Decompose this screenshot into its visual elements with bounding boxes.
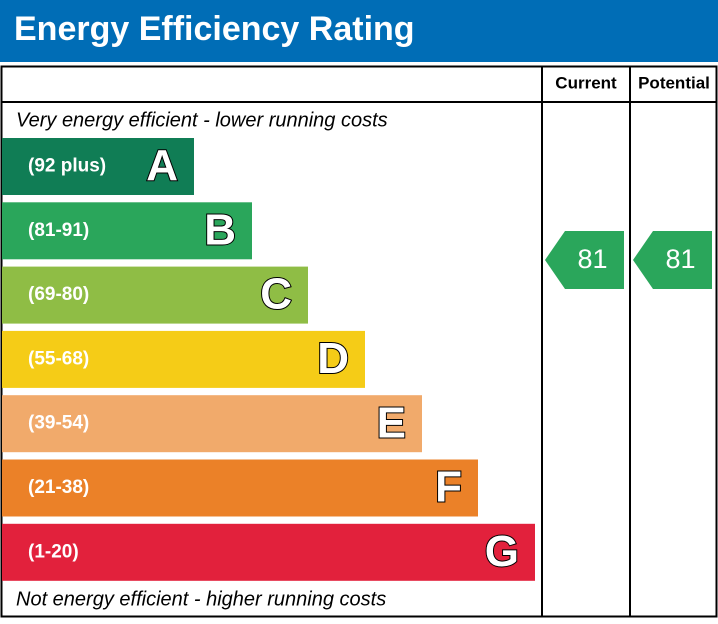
band [2,202,252,260]
band-range: (69-80) [28,284,89,305]
band [2,330,365,388]
rating-value: 81 [665,244,695,274]
rating-value: 81 [577,244,607,274]
band [2,523,535,581]
title: Energy Efficiency Rating [14,10,415,48]
band [2,266,308,324]
band-letter: G [485,527,519,576]
band-range: (92 plus) [28,156,106,177]
band-letter: B [204,205,236,254]
band-letter: D [317,334,349,383]
band [2,459,478,517]
band [2,138,194,195]
rating-arrow [633,231,712,289]
band-range: (39-54) [28,413,89,434]
title-bar [0,0,718,62]
band [2,395,422,453]
band-range: (21-38) [28,477,89,498]
band-range: (55-68) [28,348,89,369]
column-header: Potential [638,73,710,92]
band-letter: E [377,398,406,447]
band-letter: C [260,270,292,319]
frame [0,65,718,618]
rating-arrow [545,231,624,289]
column-header: Current [555,73,617,92]
band-letter: F [435,463,462,512]
band-range: (81-91) [28,220,89,241]
bottom-note: Not energy efficient - higher running co… [16,588,386,610]
band-letter: A [146,141,178,190]
top-note: Very energy efficient - lower running co… [16,109,388,131]
band-range: (1-20) [28,541,79,562]
